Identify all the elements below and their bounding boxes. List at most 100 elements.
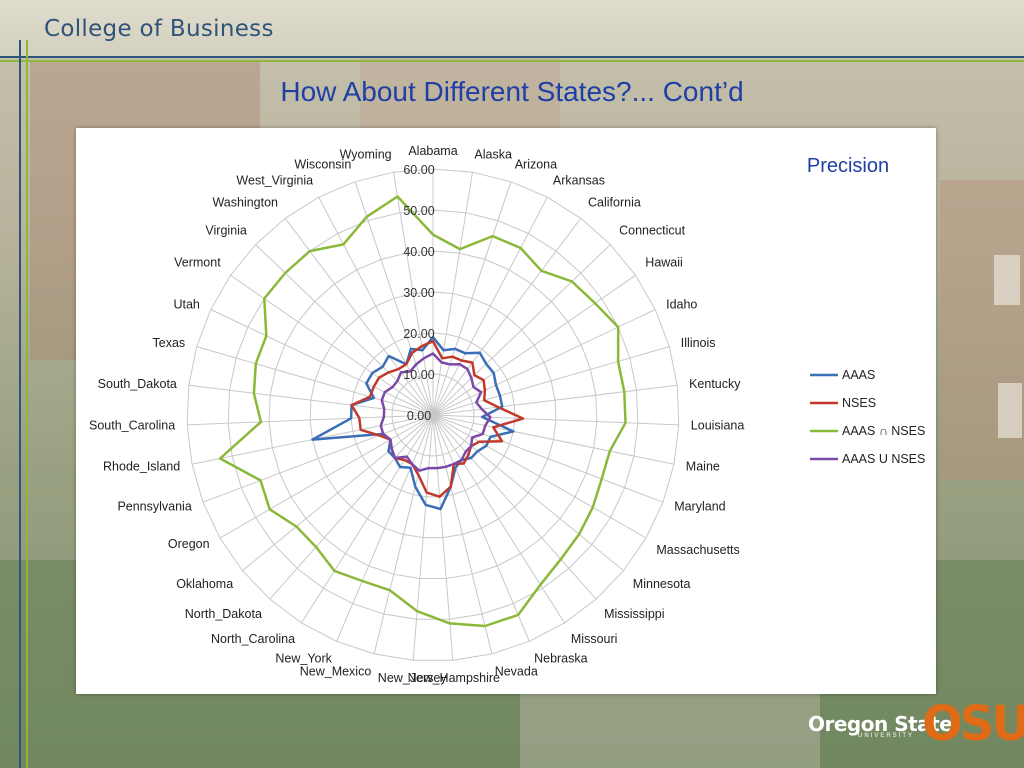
radial-tick-label: 30.00 <box>403 286 434 300</box>
grid-spoke <box>412 414 434 661</box>
category-label: South_Carolina <box>89 418 175 432</box>
legend-label: AAAS U NSES <box>842 452 925 466</box>
category-label: Utah <box>173 297 199 311</box>
grid-ring <box>268 250 598 579</box>
logo-name: Oregon State <box>808 712 953 736</box>
grid-spoke <box>336 414 434 642</box>
category-label: Maine <box>686 460 720 474</box>
radial-tick-label: 20.00 <box>403 327 434 341</box>
category-label: Oklahoma <box>176 577 233 591</box>
grid-spoke <box>210 309 434 416</box>
category-label: Texas <box>153 336 186 350</box>
category-label: New_York <box>275 651 332 665</box>
grid-spoke <box>432 414 454 661</box>
grid-spoke <box>432 384 678 416</box>
radar-series <box>218 195 627 628</box>
category-label: New_Hampshire <box>408 671 500 685</box>
grid-ring <box>186 168 680 661</box>
osu-logo: Oregon State UNIVERSITY OSU <box>808 696 1024 756</box>
grid-spoke <box>432 414 647 539</box>
series-line-2 <box>350 339 525 498</box>
category-label: Vermont <box>174 255 221 269</box>
grid-ring <box>391 373 475 457</box>
series-line-3 <box>218 195 627 628</box>
series-line-1 <box>311 335 515 511</box>
grid-spoke <box>301 414 434 624</box>
side-rule-green <box>26 40 28 768</box>
chart-title: Precision <box>807 155 889 177</box>
logo-sub: UNIVERSITY <box>858 733 915 739</box>
grid-spoke <box>432 181 512 416</box>
legend-label: AAAS <box>842 368 875 382</box>
logo-mark: OSU <box>922 696 1024 752</box>
grid-ring <box>227 209 639 620</box>
grid-spoke <box>432 196 548 416</box>
category-label: Nebraska <box>534 651 588 665</box>
radar-chart: 0.00 10.00 20.00 30.00 40.00 50.00 60.00 Alaba… <box>89 144 925 685</box>
category-label: Illinois <box>681 336 716 350</box>
grid-spoke <box>432 414 664 503</box>
category-label: South_Dakota <box>98 377 177 391</box>
grid-spoke <box>188 384 434 416</box>
grid-spoke <box>432 414 679 426</box>
category-label: Arkansas <box>553 174 605 188</box>
grid-ring <box>350 332 516 498</box>
category-label: North_Carolina <box>211 632 295 646</box>
legend-label: NSES <box>842 396 876 410</box>
category-label: Arizona <box>515 157 557 171</box>
header-rule-green <box>0 60 1024 62</box>
grid-spoke <box>242 414 434 571</box>
radial-tick-label: 10.00 <box>403 368 434 382</box>
grid-spoke <box>269 414 434 600</box>
category-label: North_Dakota <box>185 607 262 621</box>
grid-ring <box>309 291 557 539</box>
grid-spoke <box>393 172 434 416</box>
category-label: Maryland <box>674 500 725 514</box>
side-rule-blue <box>19 40 21 768</box>
grid-spoke <box>432 414 675 465</box>
grid-spoke <box>432 346 670 416</box>
category-label: Kentucky <box>689 377 741 391</box>
category-label: Pennsylvania <box>117 500 191 514</box>
grid-spoke <box>432 217 582 416</box>
category-label: Massachusetts <box>656 543 739 557</box>
category-label: Alaska <box>474 147 512 161</box>
category-label: Minnesota <box>633 577 691 591</box>
grid-spoke <box>432 172 473 416</box>
category-label: Wyoming <box>340 147 392 161</box>
grid-spoke <box>373 414 434 655</box>
category-label: Hawaii <box>645 255 683 269</box>
category-label: California <box>588 196 641 210</box>
category-label: Oregon <box>168 537 210 551</box>
category-label: Missouri <box>571 632 618 646</box>
grid-spoke <box>432 244 611 416</box>
category-label: Idaho <box>666 297 697 311</box>
category-label: New_Mexico <box>300 665 372 679</box>
grid-spoke <box>196 346 434 416</box>
grid-spoke <box>432 414 530 642</box>
radial-tick-label: 50.00 <box>403 204 434 218</box>
radial-tick-label: 40.00 <box>403 245 434 259</box>
category-label: West_Virginia <box>236 174 313 188</box>
grid-spoke <box>219 414 434 539</box>
grid-spoke <box>432 274 636 416</box>
legend-label: AAAS ∩ NSES <box>842 424 925 438</box>
radar-grid <box>186 168 680 661</box>
header-band <box>0 0 1024 56</box>
category-label: Virginia <box>205 223 247 237</box>
legend: AAAS NSES AAAS ∩ NSES AAAS U NSES <box>810 368 925 466</box>
grid-spoke <box>432 414 565 624</box>
category-label: New_Jersey <box>378 671 448 685</box>
grid-spoke <box>432 414 624 571</box>
category-label: Connecticut <box>619 223 686 237</box>
chart-panel: 0.00 10.00 20.00 30.00 40.00 50.00 60.00 Alaba… <box>76 128 936 694</box>
grid-spoke <box>187 414 434 426</box>
category-label: Alabama <box>408 144 457 158</box>
radial-tick-labels: 0.00 10.00 20.00 30.00 40.00 50.00 60.00 <box>403 163 434 423</box>
category-label: Mississippi <box>604 607 664 621</box>
grid-spoke <box>432 414 493 655</box>
slide-title: How About Different States?... Cont’d <box>280 76 744 107</box>
grid-spoke <box>354 181 434 416</box>
radial-tick-label: 0.00 <box>407 409 431 423</box>
